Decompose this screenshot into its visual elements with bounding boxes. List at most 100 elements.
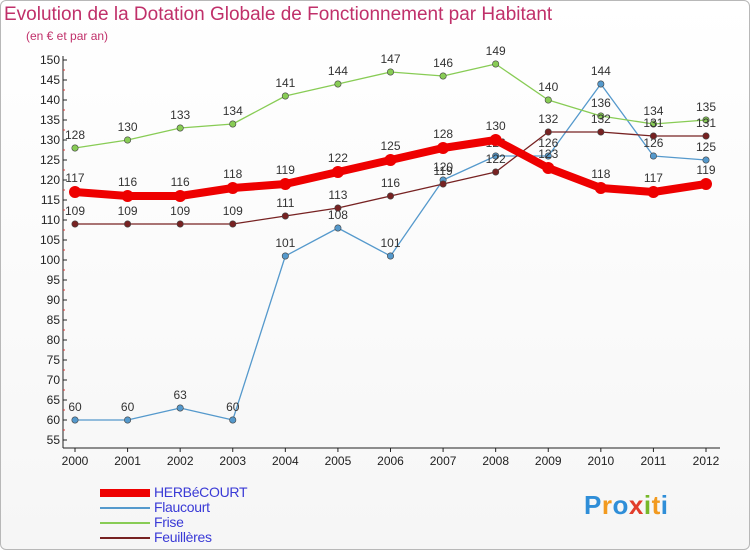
- data-label-herbécourt: 116: [118, 175, 137, 189]
- data-label-feuillères: 132: [591, 112, 611, 126]
- data-point-frise: [649, 120, 657, 128]
- data-label-flaucourt: 125: [696, 140, 716, 154]
- y-tick-label: 105: [40, 233, 60, 247]
- y-tick-label: 85: [47, 313, 61, 327]
- legend-swatch: [100, 536, 150, 539]
- data-label-feuillères: 131: [696, 116, 716, 130]
- logo-letter: i: [643, 490, 652, 520]
- data-label-feuillères: 109: [65, 204, 85, 218]
- y-tick-label: 90: [47, 293, 61, 307]
- data-point-flaucourt: [544, 152, 552, 160]
- data-label-flaucourt: 101: [380, 236, 400, 250]
- data-label-frise: 130: [118, 120, 138, 134]
- data-label-flaucourt: 60: [121, 400, 135, 414]
- data-point-herbécourt: [384, 154, 397, 166]
- data-point-frise: [597, 112, 605, 120]
- data-point-feuillères: [649, 132, 657, 140]
- x-tick-label: 2001: [114, 454, 141, 468]
- data-label-flaucourt: 126: [643, 136, 663, 150]
- x-tick-label: 2007: [430, 454, 457, 468]
- y-tick-label: 110: [41, 213, 60, 227]
- data-point-feuillères: [229, 220, 237, 228]
- logo-letter: i: [660, 490, 669, 520]
- data-label-flaucourt: 120: [433, 160, 453, 174]
- data-point-feuillères: [386, 192, 394, 200]
- series-line-flaucourt: [74, 83, 707, 421]
- x-tick-label: 2011: [641, 454, 667, 468]
- data-label-herbécourt: 125: [380, 139, 400, 153]
- data-point-flaucourt: [649, 152, 657, 160]
- y-tick-label: 120: [40, 173, 60, 187]
- data-label-herbécourt: 119: [696, 163, 715, 177]
- data-label-frise: 133: [170, 108, 190, 122]
- data-label-frise: 135: [696, 100, 716, 114]
- y-tick-label: 70: [47, 373, 61, 387]
- data-label-herbécourt: 117: [644, 171, 663, 185]
- x-tick-label: 2005: [325, 454, 352, 468]
- y-tick-label: 55: [47, 433, 61, 447]
- data-label-feuillères: 122: [486, 152, 506, 166]
- data-point-herbécourt: [331, 166, 344, 178]
- legend-swatch: [100, 521, 150, 524]
- series-line-frise: [74, 63, 707, 149]
- data-point-flaucourt: [281, 252, 289, 260]
- legend-label: Frise: [154, 514, 184, 530]
- data-point-herbécourt: [174, 190, 187, 202]
- y-tick-label: 145: [40, 73, 60, 87]
- y-tick-label: 150: [40, 53, 60, 67]
- legend-swatch: [100, 488, 150, 497]
- data-label-frise: 140: [538, 80, 558, 94]
- data-point-frise: [229, 120, 237, 128]
- data-point-feuillères: [702, 132, 710, 140]
- data-point-frise: [492, 60, 500, 68]
- data-point-flaucourt: [702, 156, 710, 164]
- data-label-herbécourt: 118: [223, 167, 242, 181]
- data-label-herbécourt: 122: [328, 151, 348, 165]
- y-tick-label: 115: [41, 193, 60, 207]
- y-tick-label: 125: [40, 153, 60, 167]
- x-tick-label: 2003: [219, 454, 246, 468]
- data-label-herbécourt: 119: [276, 163, 295, 177]
- y-tick-label: 65: [47, 393, 61, 407]
- data-label-frise: 149: [486, 44, 506, 58]
- data-point-flaucourt: [176, 404, 184, 412]
- legend-label: Feuillères: [154, 529, 212, 545]
- data-label-frise: 134: [223, 104, 243, 118]
- data-point-feuillères: [124, 220, 132, 228]
- data-point-herbécourt: [647, 186, 660, 198]
- data-label-frise: 147: [380, 52, 400, 66]
- data-label-frise: 144: [328, 64, 348, 78]
- data-point-flaucourt: [597, 80, 605, 88]
- y-tick-label: 75: [47, 353, 61, 367]
- data-point-feuillères: [597, 128, 605, 136]
- y-tick-label: 80: [47, 333, 61, 347]
- legend-item: Frise: [100, 515, 247, 530]
- legend-label: Flaucourt: [154, 499, 210, 515]
- data-point-flaucourt: [71, 416, 79, 424]
- data-point-frise: [439, 72, 447, 80]
- data-label-herbécourt: 116: [171, 175, 190, 189]
- data-label-feuillères: 109: [118, 204, 138, 218]
- data-label-feuillères: 119: [434, 164, 453, 178]
- logo-letter: t: [651, 490, 661, 520]
- data-point-feuillères: [492, 168, 500, 176]
- logo-letter: o: [612, 490, 629, 520]
- legend-item: HERBéCOURT: [100, 485, 248, 500]
- data-label-flaucourt: 144: [591, 64, 611, 78]
- proxiti-logo: Proxiti: [584, 490, 668, 521]
- data-point-frise: [544, 96, 552, 104]
- data-point-herbécourt: [437, 142, 450, 154]
- data-point-flaucourt: [124, 416, 132, 424]
- data-point-feuillères: [544, 128, 552, 136]
- data-label-flaucourt: 60: [226, 400, 240, 414]
- y-tick-label: 95: [47, 273, 61, 287]
- data-point-frise: [334, 80, 342, 88]
- data-label-frise: 141: [275, 76, 295, 90]
- data-point-herbécourt: [69, 186, 81, 198]
- y-tick-label: 135: [40, 113, 60, 127]
- y-tick-label: 60: [47, 413, 61, 427]
- data-label-herbécourt: 130: [486, 119, 506, 133]
- data-label-flaucourt: 60: [68, 400, 82, 414]
- legend-item: Flaucourt: [100, 500, 247, 515]
